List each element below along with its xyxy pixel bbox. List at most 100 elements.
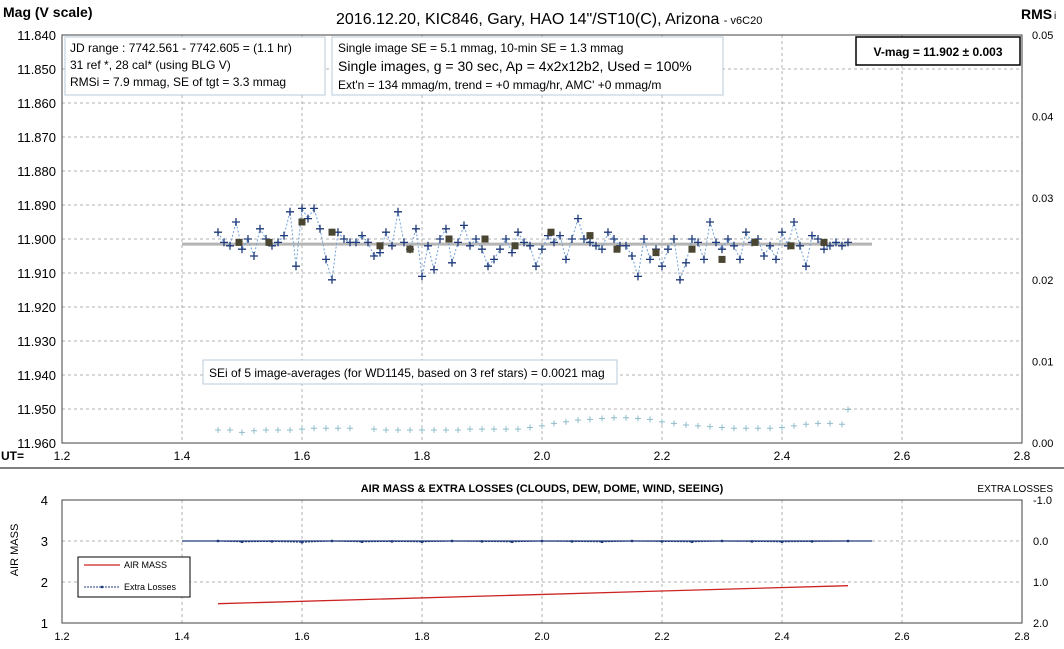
- rms-point: [743, 425, 749, 432]
- single-image-point: [532, 262, 540, 271]
- image-average-point: [652, 249, 660, 257]
- extra-losses-point: [810, 540, 814, 543]
- single-image-point: [340, 235, 348, 243]
- rms-point: [803, 421, 809, 428]
- x-tick-label: 1.6: [294, 631, 309, 643]
- single-image-point: [730, 241, 738, 250]
- single-image-point: [802, 262, 810, 271]
- single-image-point: [358, 231, 366, 240]
- single-image-point: [556, 231, 564, 240]
- single-image-point: [526, 241, 534, 250]
- jd-info-line: 31 ref *, 28 cal* (using BLG V): [70, 58, 231, 72]
- single-image-point: [664, 245, 672, 254]
- y-tick-label: 11.860: [17, 96, 56, 111]
- single-image-point: [280, 231, 288, 240]
- image-average-point: [820, 238, 828, 246]
- rms-point: [515, 426, 521, 433]
- single-image-point: [472, 235, 480, 243]
- airmass-line: [217, 585, 849, 605]
- legend: AIR MASS Extra Losses: [77, 556, 191, 598]
- rms-point: [683, 422, 689, 429]
- rms-point: [647, 416, 653, 423]
- jd-info-box: [64, 36, 326, 96]
- y2-tick-label: 0.01: [1032, 356, 1053, 368]
- single-image-point: [388, 241, 396, 250]
- rms-point: [491, 426, 497, 433]
- single-image-point: [490, 255, 498, 264]
- rms-point: [347, 425, 353, 432]
- rms-point: [671, 420, 677, 427]
- image-average-point: [718, 255, 726, 263]
- y2-tick-label: 0.0: [1033, 536, 1048, 548]
- single-image-point: [430, 265, 438, 274]
- single-image-point: [634, 272, 642, 281]
- single-image-point: [604, 228, 612, 237]
- image-average-point: [688, 245, 696, 253]
- single-image-point: [466, 241, 474, 250]
- extra-losses-point: [270, 540, 274, 543]
- rms-point: [551, 420, 557, 427]
- extra-losses-point: [690, 540, 694, 544]
- extra-losses-point: [630, 539, 634, 543]
- legend-marker-extra-losses: [100, 585, 104, 589]
- x-tick-label: 2.4: [774, 449, 791, 463]
- jd-info-line: RMSi = 7.9 mmag, SE of tgt = 3.3 mmag: [70, 75, 286, 89]
- image-average-point: [751, 238, 759, 246]
- y2-tick-label: 0.04: [1032, 112, 1053, 124]
- single-image-point: [736, 255, 744, 264]
- rms-point: [575, 417, 581, 424]
- chart-title: 2016.12.20, KIC846, Gary, HAO 14"/ST10(C…: [336, 11, 762, 28]
- extra-losses-point: [420, 540, 424, 544]
- single-image-point: [550, 238, 558, 247]
- single-image-point: [586, 238, 594, 247]
- y-axis-label: AIR MASS: [9, 524, 21, 577]
- x-tick-label: 1.6: [294, 449, 311, 463]
- y-tick-label: 11.900: [17, 232, 56, 247]
- single-image-series-line: [217, 206, 849, 280]
- single-image-point: [394, 207, 402, 216]
- single-image-point: [838, 241, 846, 250]
- y2-tick-label: 0.05: [1032, 30, 1053, 42]
- y2-tick-label: 0.03: [1032, 193, 1053, 205]
- rms-point: [719, 424, 725, 431]
- extra-losses-point: [846, 539, 850, 543]
- image-average-point: [376, 242, 384, 250]
- y-tick-label: 11.870: [17, 130, 56, 145]
- single-image-point: [682, 258, 690, 267]
- legend-label-extra-losses: Extra Losses: [124, 582, 177, 592]
- rms-point: [431, 426, 437, 433]
- x-tick-label: 2.6: [894, 449, 911, 463]
- single-image-point: [694, 238, 702, 247]
- image-average-point: [406, 245, 414, 253]
- image-average-point: [547, 228, 555, 236]
- image-average-point: [787, 242, 795, 250]
- rms-point: [443, 426, 449, 433]
- sei-info: SEi of 5 image-averages (for WD1145, bas…: [209, 366, 605, 380]
- single-image-point: [598, 245, 606, 254]
- sei-box: [202, 359, 618, 385]
- single-image-point: [382, 228, 390, 237]
- extra-losses-point: [600, 540, 604, 544]
- single-image-point: [316, 224, 324, 233]
- rms-point: [731, 425, 737, 432]
- image-average-point: [586, 232, 594, 240]
- single-image-point: [844, 238, 852, 247]
- rms-point: [599, 415, 605, 422]
- rms-point: [263, 426, 269, 433]
- rms-point: [395, 426, 401, 433]
- single-image-point: [400, 238, 408, 247]
- single-image-point: [610, 235, 618, 243]
- y2-tick-label: 0.02: [1032, 275, 1053, 287]
- magnitude-chart: 11.840 11.850 11.860 11.870 11.880 11.890 11.9…: [1, 4, 1056, 463]
- rms-point: [839, 421, 845, 428]
- extra-losses-point: [390, 540, 394, 543]
- single-image-point: [250, 252, 258, 260]
- y-tick-label: 11.940: [17, 368, 56, 383]
- rms-point: [299, 426, 305, 433]
- x-tick-label: 2.4: [774, 631, 789, 643]
- single-image-point: [676, 275, 684, 284]
- rms-point: [779, 424, 785, 431]
- x-tick-label: 1.8: [414, 631, 429, 643]
- single-image-point: [628, 252, 636, 260]
